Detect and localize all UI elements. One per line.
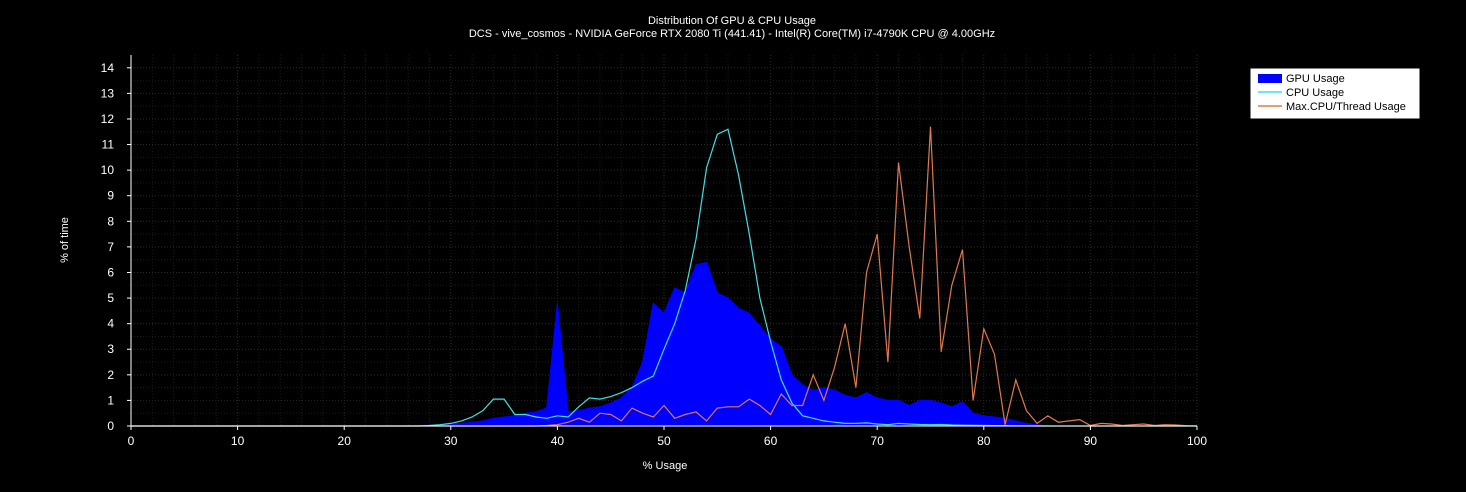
y-tick-label: 12 [101, 112, 115, 126]
x-tick-label: 50 [657, 434, 671, 448]
y-tick-label: 0 [107, 419, 114, 433]
series-line-max-cpu-thread-usage [131, 126, 1198, 427]
x-tick-label: 30 [444, 434, 458, 448]
y-tick-label: 1 [107, 393, 114, 407]
legend-entry: Max.CPU/Thread Usage [1286, 101, 1406, 113]
x-tick-label: 80 [977, 434, 991, 448]
x-tick-label: 10 [231, 434, 245, 448]
legend-swatch [1258, 74, 1282, 83]
x-tick-label: 40 [551, 434, 565, 448]
chart-title: Distribution Of GPU & CPU Usage [648, 15, 816, 27]
axes: 0 10 20 30 40 50 60 70 80 90 100012345678910111213… [101, 55, 1207, 448]
series-line-cpu-usage [131, 128, 1197, 427]
y-tick-label: 13 [101, 86, 115, 100]
y-tick-label: 6 [107, 265, 114, 279]
series-area-gpu-usage [131, 261, 1197, 427]
y-tick-label: 9 [107, 189, 114, 203]
y-tick-label: 4 [107, 317, 114, 331]
x-tick-label: 70 [871, 434, 885, 448]
y-axis-label: % of time [59, 217, 71, 263]
legend: GPU Usage CPU Usage Max.CPU/Thread Usage [1249, 67, 1421, 120]
chart-subtitle: DCS - vive_cosmos - NVIDIA GeForce RTX 2… [469, 28, 995, 40]
y-tick-label: 5 [107, 291, 114, 305]
series-layer [131, 126, 1198, 427]
legend-entry: CPU Usage [1286, 87, 1344, 99]
y-tick-label: 2 [107, 368, 114, 382]
x-tick-label: 0 [128, 434, 135, 448]
x-tick-label: 100 [1187, 434, 1207, 448]
y-tick-label: 8 [107, 214, 114, 228]
y-tick-label: 14 [101, 61, 115, 75]
y-tick-label: 3 [107, 342, 114, 356]
y-tick-label: 7 [107, 240, 114, 254]
y-tick-label: 10 [101, 163, 115, 177]
x-tick-label: 20 [338, 434, 352, 448]
x-tick-label: 60 [764, 434, 778, 448]
x-axis-label: % Usage [643, 460, 688, 472]
x-tick-label: 90 [1084, 434, 1098, 448]
y-tick-label: 11 [102, 138, 115, 152]
legend-entry: GPU Usage [1286, 73, 1345, 85]
